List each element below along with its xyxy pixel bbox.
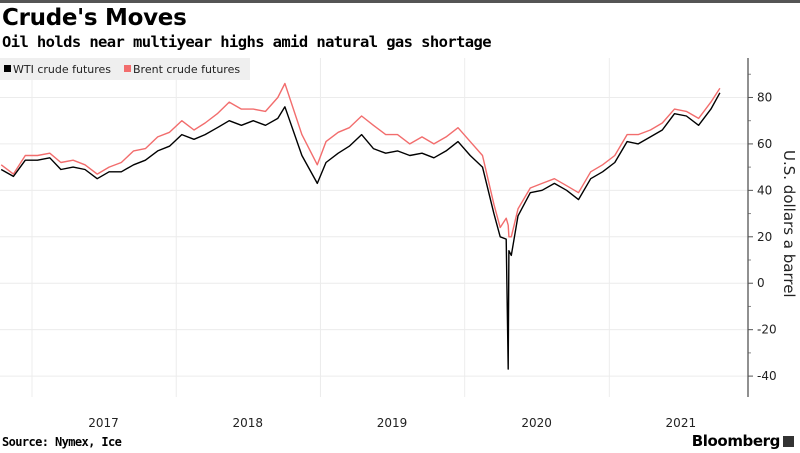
legend-label-brent: Brent crude futures	[133, 63, 240, 76]
x-tick-label: 2020	[521, 416, 552, 430]
bloomberg-logo: Bloomberg	[692, 432, 794, 450]
legend: WTI crude futures Brent crude futures	[0, 58, 250, 80]
y-tick-label: 60	[757, 137, 772, 151]
legend-swatch-brent	[124, 65, 131, 72]
series-line-brent	[0, 82, 721, 238]
legend-swatch-wti	[4, 65, 11, 72]
x-tick-label: 2017	[88, 416, 119, 430]
grid	[0, 58, 748, 397]
x-tick-label: 2018	[232, 416, 263, 430]
chart-title: Crude's Moves	[2, 5, 187, 31]
y-tick-label: -20	[757, 323, 777, 337]
y-axis: -40 -20 0 20 40 60 80	[747, 58, 777, 397]
top-rule	[0, 0, 800, 3]
y-axis-label: U.S. dollars a barrel	[780, 150, 798, 298]
x-axis: 2017 2018 2019 2020 2021	[88, 416, 696, 430]
legend-label-wti: WTI crude futures	[13, 63, 111, 76]
x-tick-label: 2019	[377, 416, 408, 430]
y-tick-label: 40	[757, 183, 772, 197]
bloomberg-terminal-icon	[783, 436, 794, 447]
x-tick-label: 2021	[666, 416, 697, 430]
logo-text: Bloomberg	[691, 432, 781, 450]
y-tick-label: 20	[757, 230, 772, 244]
y-tick-label: -40	[757, 369, 777, 383]
y-tick-label: 80	[757, 90, 772, 104]
source-note: Source: Nymex, Ice	[2, 435, 122, 449]
y-tick-label: 0	[757, 276, 765, 290]
series-lines	[0, 82, 721, 370]
chart-subtitle: Oil holds near multiyear highs amid natu…	[2, 33, 492, 51]
series-line-wti	[0, 92, 721, 370]
